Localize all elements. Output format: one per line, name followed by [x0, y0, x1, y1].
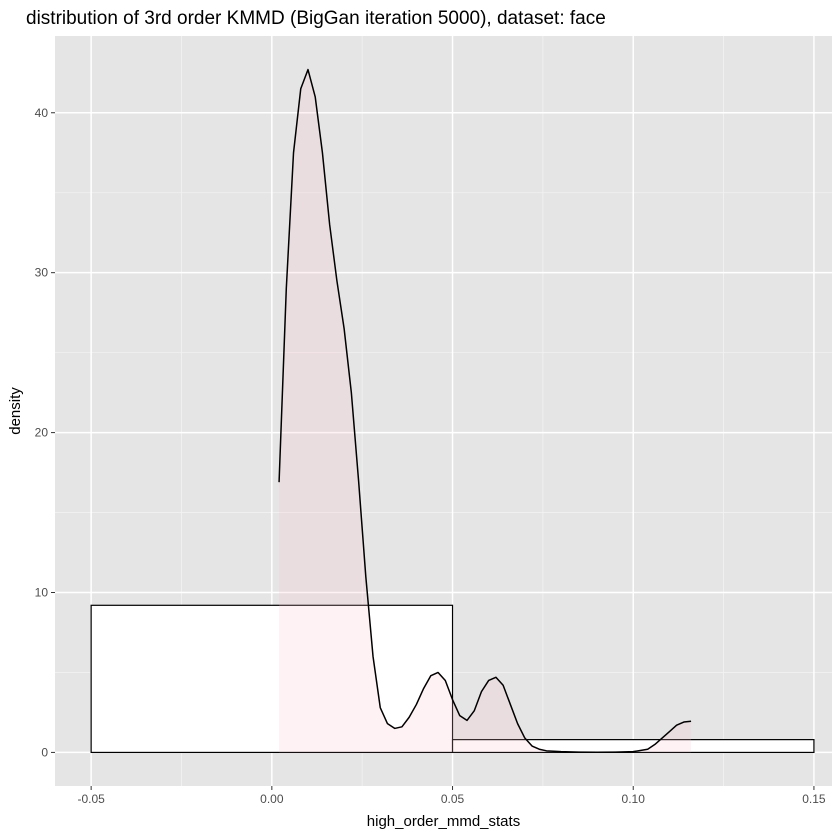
x-tick-label: 0.05: [441, 792, 465, 806]
y-tick-label: 10: [35, 586, 49, 600]
chart-title: distribution of 3rd order KMMD (BigGan i…: [26, 8, 606, 29]
x-tick-label: 0.10: [622, 792, 646, 806]
y-axis-title: density: [7, 387, 24, 435]
histogram-bar-2: [451, 739, 815, 754]
density-curve: [278, 68, 692, 754]
histogram-bar-1: [90, 604, 454, 754]
x-tick-label: -0.05: [77, 792, 105, 806]
x-tick-label: 0.00: [260, 792, 284, 806]
x-axis-title: high_order_mmd_stats: [367, 813, 520, 830]
y-tick-label: 20: [35, 426, 49, 440]
plot-panel: -0.05 0.00 0.05 0.10 0.15 0 10 20 30 40: [35, 36, 832, 806]
y-tick-label: 0: [41, 745, 48, 759]
y-tick-label: 40: [35, 106, 49, 120]
y-tick-label: 30: [35, 266, 49, 280]
x-tick-label: 0.15: [802, 792, 826, 806]
